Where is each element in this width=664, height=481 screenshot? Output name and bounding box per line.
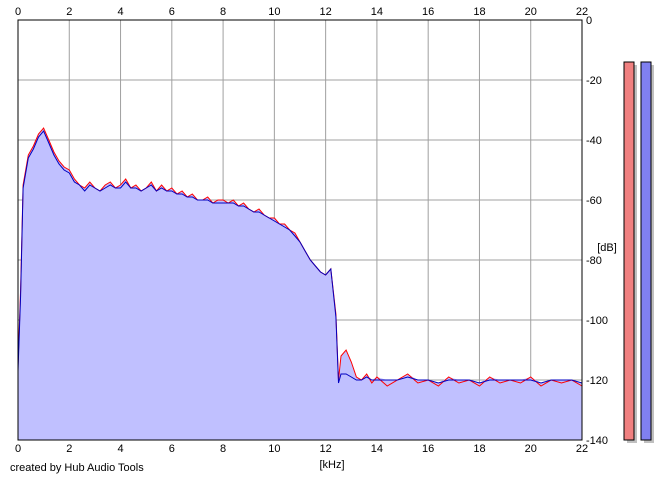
x-tick-label-top: 18 [473,6,485,18]
tick-labels: 002244668810101212141416161818202022220-… [15,6,608,455]
x-axis-label: [kHz] [319,459,344,471]
x-tick-label-bottom: 12 [320,443,332,455]
plot-frame [17,19,583,441]
credit-text: created by Hub Audio Tools [10,462,144,474]
x-tick-label-bottom: 4 [117,443,123,455]
x-tick-label-top: 14 [371,6,383,18]
x-tick-label-bottom: 0 [15,443,21,455]
spectrum-area [18,128,582,440]
x-tick-label-top: 2 [66,6,72,18]
x-tick-label-bottom: 8 [220,443,226,455]
x-tick-label-top: 4 [117,6,123,18]
level-meters [623,61,654,443]
x-tick-label-top: 6 [169,6,175,18]
y-tick-label: -140 [586,435,608,447]
x-tick-label-top: 20 [525,6,537,18]
x-tick-label-top: 22 [576,6,588,18]
x-tick-label-top: 8 [220,6,226,18]
y-tick-label: 0 [586,15,592,27]
x-tick-label-bottom: 16 [422,443,434,455]
x-tick-label-bottom: 18 [473,443,485,455]
x-tick-label-top: 0 [15,6,21,18]
meter-bar-right [640,61,652,441]
y-axis-label: [dB] [597,242,617,254]
x-tick-label-top: 12 [320,6,332,18]
y-tick-label: -20 [586,75,602,87]
y-tick-label: -60 [586,195,602,207]
x-tick-label-top: 10 [268,6,280,18]
y-tick-label: -120 [586,375,608,387]
series-line-right [17,130,583,384]
x-tick-label-bottom: 6 [169,443,175,455]
x-tick-label-bottom: 2 [66,443,72,455]
y-tick-label: -100 [586,315,608,327]
meter-bar-left [623,61,635,441]
x-tick-label-top: 16 [422,6,434,18]
x-tick-label-bottom: 14 [371,443,383,455]
x-tick-label-bottom: 20 [525,443,537,455]
y-tick-label: -40 [586,135,602,147]
y-tick-label: -80 [586,255,602,267]
series-layer [17,127,583,440]
x-tick-label-bottom: 10 [268,443,280,455]
x-tick-label-bottom: 22 [576,443,588,455]
